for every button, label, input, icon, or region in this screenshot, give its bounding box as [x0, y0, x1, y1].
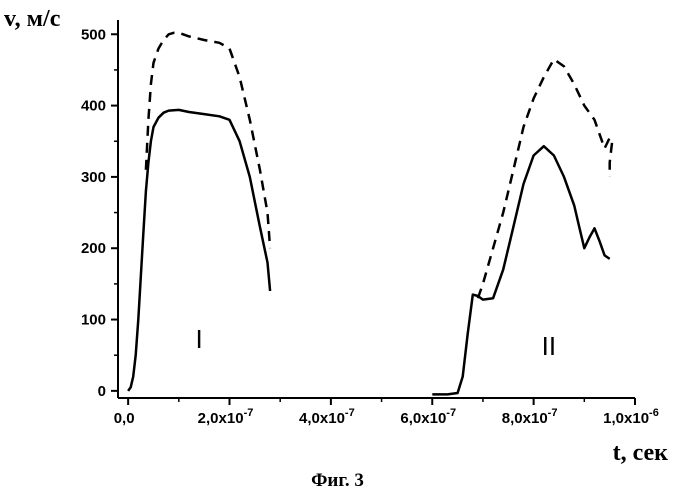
- series-line-dashed: [478, 59, 612, 298]
- x-tick-label: 1,0x10-6: [603, 407, 659, 427]
- y-tick-label: 200: [81, 240, 106, 257]
- x-axis-title: t, сек: [613, 440, 669, 466]
- x-tick-label: 2,0x10-7: [198, 407, 254, 427]
- y-tick-label: 400: [81, 98, 106, 115]
- x-tick-label: 0,0: [114, 410, 135, 427]
- ticks: 0,0 2,0x10-7 4,0x10-7 6,0x10-7 8,0x10-7 1,0x1…: [81, 26, 659, 427]
- velocity-time-chart: 0,0 2,0x10-7 4,0x10-7 6,0x10-7 8,0x10-7 1,0x1…: [0, 0, 675, 470]
- annotations: III: [195, 324, 556, 361]
- y-tick-label: 0: [98, 383, 106, 400]
- x-tick-label: 8,0x10-7: [502, 407, 558, 427]
- y-tick-label: 500: [81, 26, 106, 43]
- curve-label: I: [195, 324, 202, 354]
- x-tick-label: 4,0x10-7: [299, 407, 355, 427]
- figure-caption: Фиг. 3: [0, 470, 675, 492]
- series-line-dashed: [146, 33, 270, 248]
- y-tick-label: 100: [81, 312, 106, 329]
- y-axis-title: v, м/с: [4, 6, 61, 32]
- curve-label: II: [542, 331, 556, 361]
- x-tick-label: 6,0x10-7: [400, 407, 456, 427]
- y-tick-label: 300: [81, 169, 106, 186]
- series-line-solid: [432, 146, 609, 394]
